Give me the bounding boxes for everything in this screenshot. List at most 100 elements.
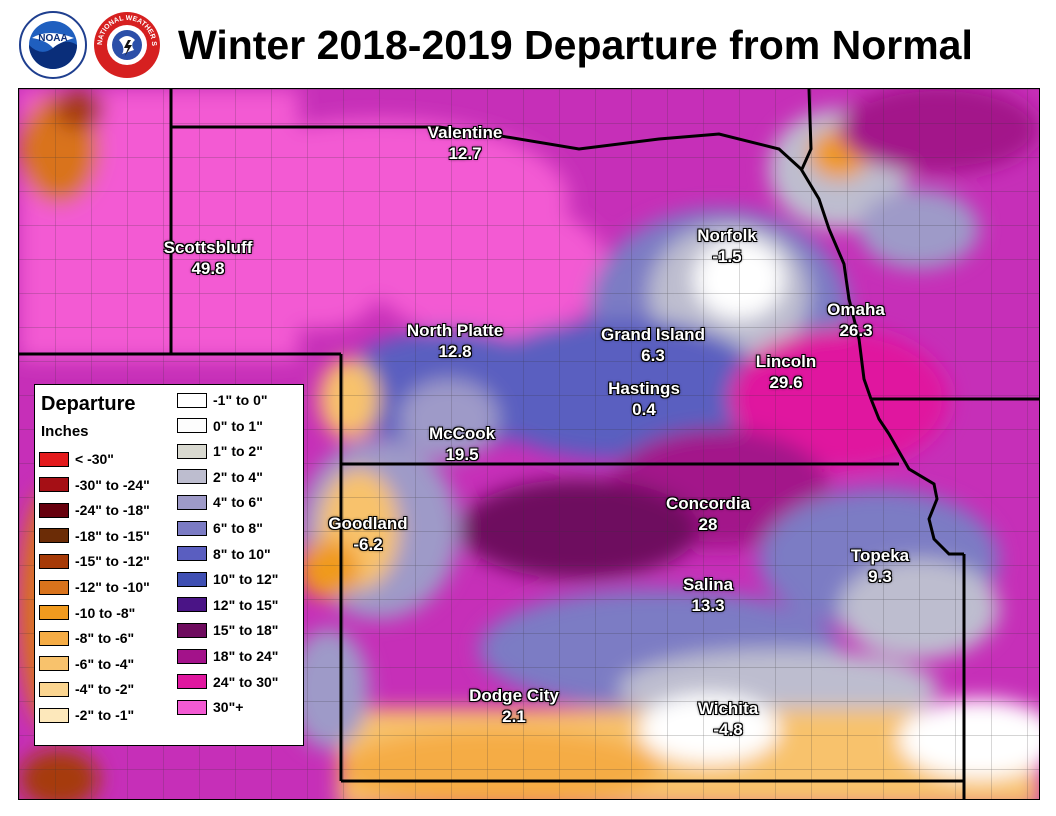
legend-swatch xyxy=(177,392,207,408)
city-name: Hastings xyxy=(608,379,680,398)
legend-item: -10 to -8" xyxy=(39,603,135,623)
legend-item: 1" to 2" xyxy=(177,441,263,461)
city-norfolk: Norfolk -1.5 xyxy=(697,225,757,267)
city-name: Lincoln xyxy=(755,352,817,371)
svg-text:NOAA: NOAA xyxy=(38,33,67,44)
city-value: -6.2 xyxy=(353,535,383,554)
city-concordia: Concordia 28 xyxy=(666,493,750,535)
legend-item: 8" to 10" xyxy=(177,544,271,564)
legend-swatch xyxy=(177,494,207,510)
legend-swatch xyxy=(39,605,69,621)
legend-label: -10 to -8" xyxy=(75,604,136,621)
city-value: 2.1 xyxy=(502,707,526,726)
legend-swatch xyxy=(177,597,207,613)
city-name: North Platte xyxy=(406,321,504,340)
legend-label: 2" to 4" xyxy=(213,468,263,485)
legend-label: -6" to -4" xyxy=(75,655,135,672)
legend-swatch xyxy=(39,477,69,493)
page-title: Winter 2018-2019 Departure from Normal xyxy=(178,22,973,68)
legend-item: 15" to 18" xyxy=(177,620,278,640)
city-value: 12.8 xyxy=(438,342,472,361)
city-value: 19.5 xyxy=(445,445,479,464)
city-name: Dodge City xyxy=(469,686,559,705)
legend-swatch xyxy=(39,681,69,697)
legend-label: 6" to 8" xyxy=(213,520,263,536)
city-salina: Salina 13.3 xyxy=(683,574,733,616)
legend-label: < -30" xyxy=(75,451,114,467)
legend-item: 0" to 1" xyxy=(177,416,263,436)
legend-units: Inches xyxy=(41,423,89,440)
legend-title: Departure xyxy=(41,393,136,415)
city-dodge-city: Dodge City 2.1 xyxy=(469,685,559,727)
city-valentine: Valentine 12.7 xyxy=(428,122,503,164)
legend-swatch xyxy=(39,656,69,672)
city-value: -4.8 xyxy=(713,720,743,739)
noaa-logo: NOAA xyxy=(18,10,88,80)
legend-swatch xyxy=(39,707,69,723)
city-scottsbluff: Scottsbluff 49.8 xyxy=(164,237,253,279)
city-hastings: Hastings 0.4 xyxy=(608,378,680,420)
legend-swatch xyxy=(177,546,207,562)
legend-item: 12" to 15" xyxy=(177,595,278,615)
legend-label: -2" to -1" xyxy=(75,707,135,723)
city-value: 6.3 xyxy=(641,346,665,365)
legend-label: -8" to -6" xyxy=(75,630,135,647)
city-name: Wichita xyxy=(697,699,759,718)
city-name: Goodland xyxy=(328,514,408,533)
legend-swatch xyxy=(177,443,207,459)
legend-swatch xyxy=(177,699,207,715)
legend-swatch xyxy=(177,520,207,536)
city-value: 26.3 xyxy=(839,321,873,340)
legend-item: -1" to 0" xyxy=(177,390,268,410)
legend-label: 18" to 24" xyxy=(213,648,279,664)
city-grand-island: Grand Island 6.3 xyxy=(601,324,705,366)
legend-item: -24" to -18" xyxy=(39,500,150,520)
city-name: Topeka xyxy=(850,546,910,565)
city-value: 49.8 xyxy=(191,259,225,278)
legend-item: 2" to 4" xyxy=(177,467,263,487)
legend-item: 6" to 8" xyxy=(177,518,263,538)
legend-item: -18" to -15" xyxy=(39,526,150,546)
legend-item: 18" to 24" xyxy=(177,646,278,666)
legend-label: -18" to -15" xyxy=(75,527,150,544)
legend-item: -8" to -6" xyxy=(39,628,134,648)
legend-label: 0" to 1" xyxy=(213,417,263,434)
header: NOAA NATIONAL WEATHER SERVICE Winter 201… xyxy=(0,0,1056,86)
city-lincoln: Lincoln 29.6 xyxy=(756,351,816,393)
state-boundaries xyxy=(19,89,1039,799)
legend-label: -24" to -18" xyxy=(75,502,150,519)
city-value: 29.6 xyxy=(769,373,803,392)
legend-swatch xyxy=(177,418,207,434)
legend-item: -12" to -10" xyxy=(39,577,150,597)
legend-swatch xyxy=(177,571,207,587)
city-value: -1.5 xyxy=(712,247,742,266)
legend-swatch xyxy=(39,553,69,569)
legend-item: 24" to 30" xyxy=(177,672,278,692)
legend-swatch xyxy=(177,622,207,638)
legend-item: -15" to -12" xyxy=(39,551,150,571)
city-wichita: Wichita -4.8 xyxy=(698,698,758,740)
nws-logo: NATIONAL WEATHER SERVICE xyxy=(89,5,162,80)
legend-label: -30" to -24" xyxy=(75,476,150,493)
legend: Departure Inches < -30" -30" to -24" -24" … xyxy=(34,384,304,746)
city-goodland: Goodland -6.2 xyxy=(328,513,407,555)
legend-swatch xyxy=(39,630,69,646)
legend-label: 24" to 30" xyxy=(213,673,279,690)
legend-item: -2" to -1" xyxy=(39,705,134,725)
city-topeka: Topeka 9.3 xyxy=(851,545,909,587)
city-name: McCook xyxy=(428,424,496,443)
legend-label: 12" to 15" xyxy=(213,596,279,613)
legend-label: 8" to 10" xyxy=(213,545,271,562)
legend-item: 10" to 12" xyxy=(177,569,278,589)
city-value: 13.3 xyxy=(691,596,725,615)
legend-item: -6" to -4" xyxy=(39,654,134,674)
city-name: Grand Island xyxy=(601,325,705,344)
city-name: Norfolk xyxy=(697,226,757,245)
legend-swatch xyxy=(177,674,207,690)
legend-swatch xyxy=(39,502,69,518)
legend-label: -1" to 0" xyxy=(213,392,268,408)
legend-label: 30"+ xyxy=(213,699,244,716)
legend-swatch xyxy=(39,528,69,544)
legend-label: -12" to -10" xyxy=(75,579,150,595)
city-name: Omaha xyxy=(827,300,885,319)
